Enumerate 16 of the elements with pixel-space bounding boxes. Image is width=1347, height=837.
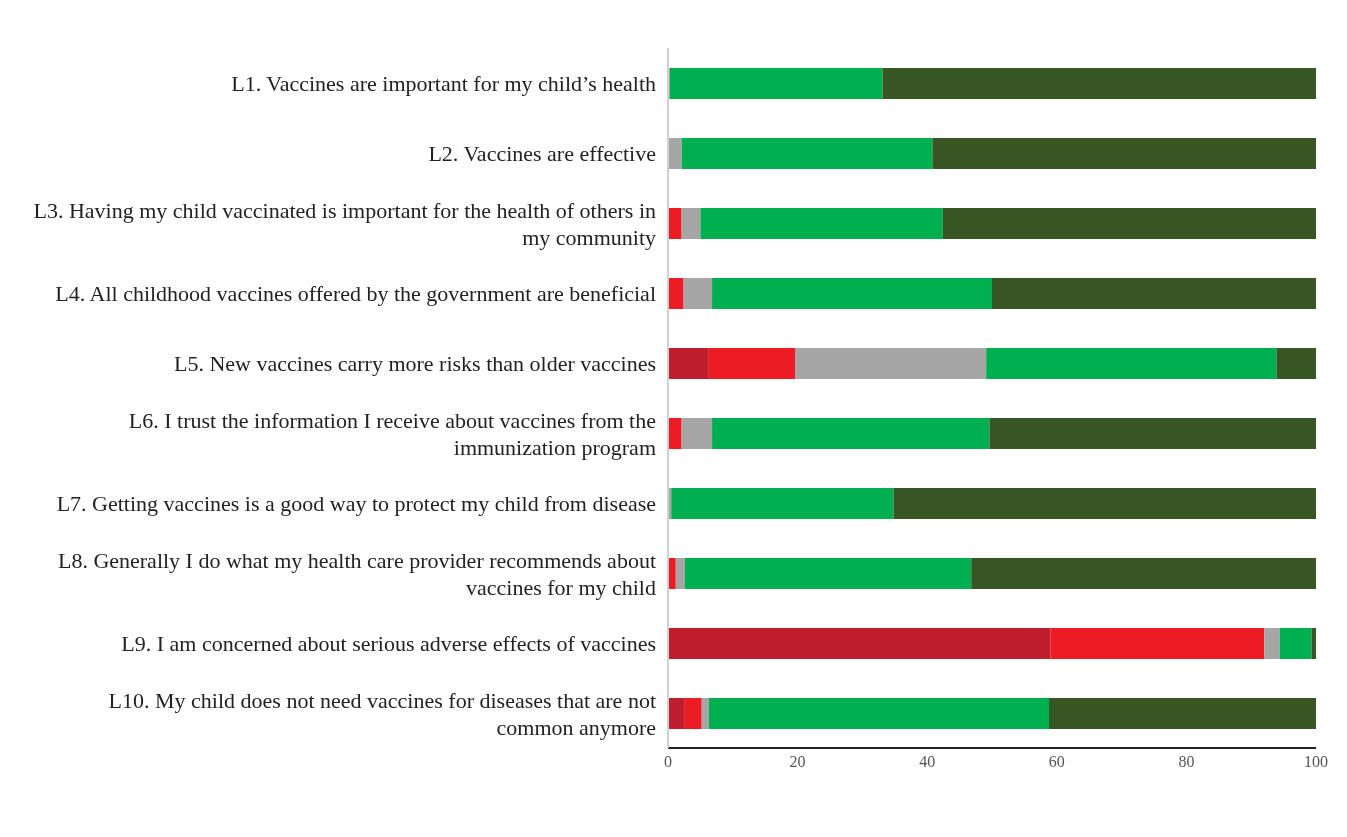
x-tick-label: 0: [664, 753, 672, 771]
x-tick-label: 80: [1178, 753, 1195, 771]
y-tick-label: L7. Getting vaccines is a good way to protect my child from disease: [56, 490, 656, 516]
y-tick-label: L10. My child does not need vaccines for diseases that are not common anymore: [108, 687, 656, 739]
x-tick-label: 60: [1048, 753, 1065, 771]
y-tick-label: L3. Having my child vaccinated is important for the health of others in my community: [33, 197, 656, 249]
y-tick-label: L2. Vaccines are effective: [428, 140, 656, 166]
y-tick-label: L9. I am concerned about serious adverse effects of vaccines: [121, 630, 656, 656]
y-tick-label: L4. All childhood vaccines offered by the government are beneficial: [55, 280, 656, 306]
y-tick-label: L6. I trust the information I receive about vaccines from the immunization program: [128, 407, 656, 459]
x-tick-label: 20: [789, 753, 806, 771]
x-tick-label: 100: [1304, 753, 1328, 771]
y-tick-label: L1. Vaccines are important for my child’s health: [231, 70, 656, 96]
x-tick-label: 40: [919, 753, 936, 771]
y-tick-label: L8. Generally I do what my health care provider recommends about vaccines for my child: [57, 547, 656, 599]
y-tick-label: L5. New vaccines carry more risks than older vaccines: [174, 350, 656, 376]
